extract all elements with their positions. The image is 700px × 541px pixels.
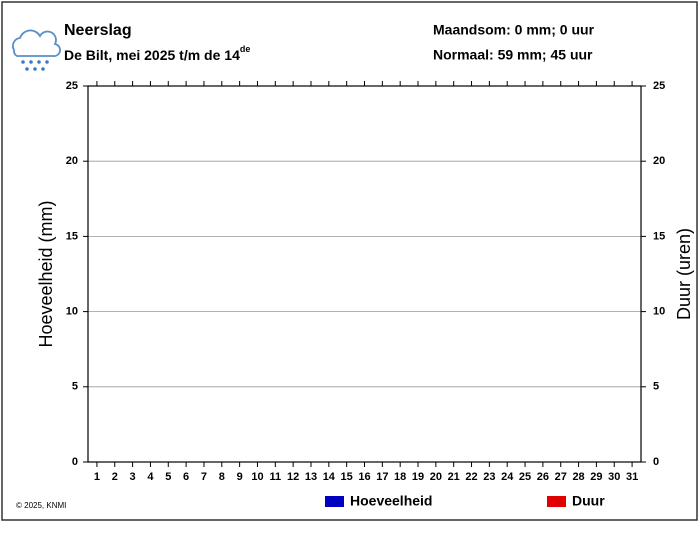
y2-axis-label: Duur (uren) (674, 228, 694, 320)
x-tick-label: 30 (608, 471, 620, 483)
x-tick-label: 20 (430, 471, 442, 483)
y-axis-label: Hoeveelheid (mm) (36, 200, 56, 347)
rain-icon (12, 29, 61, 71)
y-tick-label: 10 (66, 306, 78, 318)
x-tick-label: 26 (537, 471, 549, 483)
y-tick-label: 0 (72, 456, 78, 468)
subtitle-text: De Bilt, mei 2025 t/m de 14 (64, 47, 240, 63)
y-tick-label: 5 (72, 381, 78, 393)
y2-tick-label: 20 (653, 155, 665, 167)
x-tick-label: 9 (237, 471, 243, 483)
x-tick-label: 19 (412, 471, 424, 483)
x-tick-label: 13 (305, 471, 317, 483)
legend-swatch (547, 496, 566, 507)
x-tick-label: 1 (94, 471, 100, 483)
x-tick-label: 29 (590, 471, 602, 483)
y2-tick-label: 0 (653, 456, 659, 468)
annotation: Maandsom: 0 mm; 0 uur (433, 22, 595, 38)
subtitle: De Bilt, mei 2025 t/m de 14de (64, 44, 250, 62)
y-tick-label: 15 (66, 230, 78, 242)
x-tick-label: 16 (358, 471, 370, 483)
plot-frame (87, 85, 642, 463)
x-tick-label: 11 (269, 471, 281, 483)
x-tick-label: 4 (147, 471, 154, 483)
x-tick-label: 28 (572, 471, 584, 483)
x-tick-label: 8 (219, 471, 225, 483)
y2-tick-label: 5 (653, 381, 659, 393)
x-tick-label: 3 (130, 471, 136, 483)
y2-tick-label: 10 (653, 306, 665, 318)
x-tick-label: 25 (519, 471, 531, 483)
x-tick-label: 18 (394, 471, 406, 483)
y2-tick-label: 15 (653, 230, 665, 242)
x-tick-label: 27 (555, 471, 567, 483)
y-tick-label: 20 (66, 155, 78, 167)
x-tick-label: 15 (341, 471, 353, 483)
subtitle-sup: de (240, 44, 251, 54)
frame (1, 1, 698, 521)
x-tick-label: 24 (501, 471, 514, 483)
legend-label: Duur (572, 493, 605, 509)
x-tick-label: 6 (183, 471, 189, 483)
y2-tick-label: 25 (653, 80, 665, 92)
legend-label: Hoeveelheid (350, 493, 432, 509)
x-tick-label: 7 (201, 471, 207, 483)
legend-swatch (325, 496, 344, 507)
x-tick-label: 23 (483, 471, 495, 483)
x-tick-label: 17 (376, 471, 388, 483)
x-tick-label: 5 (165, 471, 171, 483)
x-tick-label: 10 (251, 471, 263, 483)
copyright: © 2025, KNMI (16, 501, 66, 510)
x-tick-label: 14 (323, 471, 336, 483)
chart-title: Neerslag (64, 22, 132, 39)
x-tick-label: 12 (287, 471, 299, 483)
x-tick-label: 31 (626, 471, 638, 483)
x-tick-label: 2 (112, 471, 118, 483)
annotation: Normaal: 59 mm; 45 uur (433, 47, 593, 63)
y-tick-label: 25 (66, 80, 78, 92)
x-tick-label: 22 (465, 471, 477, 483)
x-tick-label: 21 (448, 471, 460, 483)
